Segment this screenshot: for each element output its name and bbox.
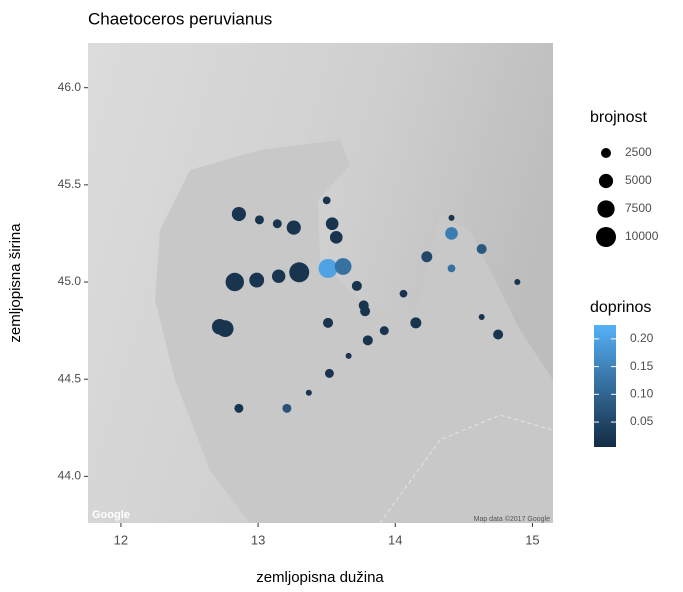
chart: Chaetoceros peruvianus zemljopisna dužin… [0,0,683,592]
legend-bubble [596,227,616,247]
bubble [326,217,339,230]
bubble [448,265,456,273]
legend-bubble [601,148,611,158]
bubble [323,318,333,328]
bubble [479,314,485,320]
x-axis-label: zemljopisna dužina [256,569,384,586]
legend-label: 5000 [625,173,652,187]
bubble [306,390,312,396]
y-tick-label: 46.0 [58,80,82,94]
colorbar [594,325,616,447]
y-axis-label: zemljopisna širina [7,223,24,343]
bubble [330,231,343,244]
bubble [272,269,285,282]
colorbar-label: 0.05 [630,414,654,428]
bubble [514,279,520,285]
bubble [249,273,264,288]
bubble [380,326,389,335]
bubble [325,369,334,378]
bubble [217,320,234,337]
credit: Map data ©2017 Google [474,515,550,523]
bubble [255,215,264,224]
bubble [323,197,331,205]
bubble [352,281,362,291]
bubble [273,219,282,228]
bubble [363,335,373,345]
y-tick-label: 44.5 [58,371,82,385]
bubble [477,244,487,254]
credit: Google [92,509,130,521]
chart-title: Chaetoceros peruvianus [88,9,272,28]
y-tick-label: 44.0 [58,469,82,483]
bubble [226,273,244,291]
basemap [88,43,553,523]
bubble [232,207,246,221]
y-tick-label: 45.5 [58,177,82,191]
bubble [400,290,408,298]
x-tick-label: 14 [388,532,402,547]
bubble [493,329,503,339]
bubble [335,258,352,275]
bubble [346,353,352,359]
bubble [287,221,301,235]
x-tick-label: 12 [114,532,128,547]
y-tick-label: 45.0 [58,274,82,288]
bubble [234,404,243,413]
legend-label: 10000 [625,229,659,243]
legend-title: doprinos [590,299,651,316]
colorbar-label: 0.15 [630,359,654,373]
bubble [410,317,421,328]
legend-bubble [599,174,613,188]
bubble [448,215,454,221]
legend-bubble [597,200,614,217]
bubble [289,262,309,282]
x-tick-label: 15 [525,532,539,547]
bubble [445,227,458,240]
bubble [319,259,338,278]
bubble [360,306,370,316]
colorbar-label: 0.20 [630,331,654,345]
colorbar-label: 0.10 [630,386,654,400]
bubble [282,404,291,413]
x-tick-label: 13 [251,532,265,547]
legend-label: 2500 [625,145,652,159]
legend-title: brojnost [590,109,647,126]
legend-label: 7500 [625,201,652,215]
bubble [421,251,432,262]
